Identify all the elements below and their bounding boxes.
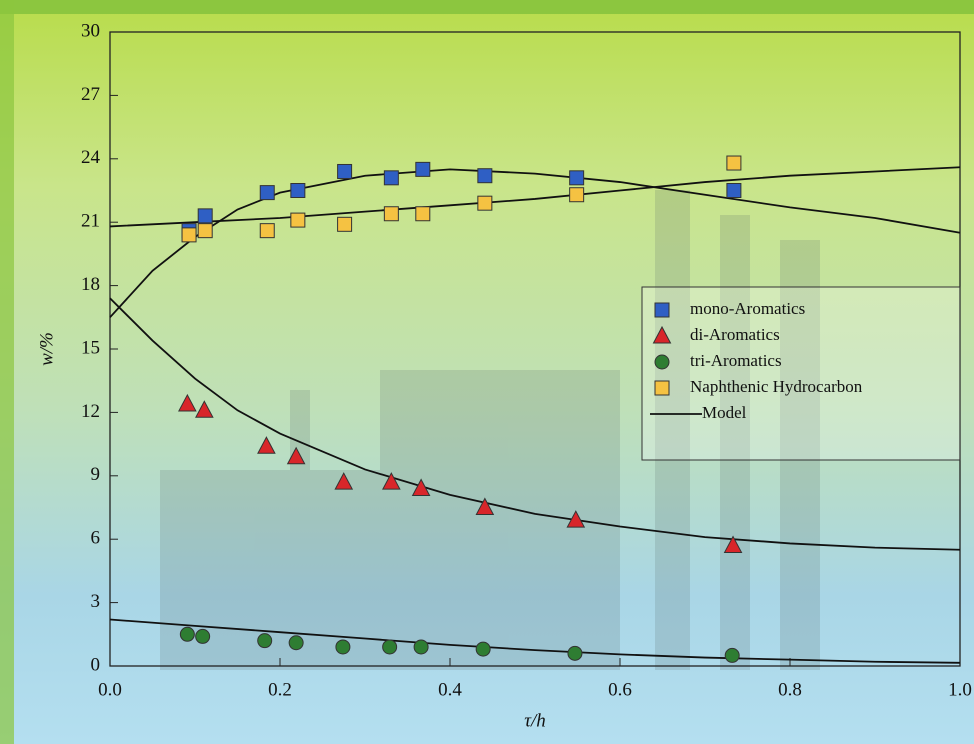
y-tick-label: 24 [81,147,101,168]
legend-label: Model [702,403,747,422]
marker-circle [336,640,350,654]
marker-square [182,228,196,242]
top-band [0,0,974,14]
y-tick-label: 21 [81,211,100,232]
marker-square [727,156,741,170]
marker-circle [289,636,303,650]
marker-square [260,186,274,200]
x-tick-label: 0.0 [98,679,122,700]
legend-label: Naphthenic Hydrocarbon [690,377,863,396]
marker-circle [258,634,272,648]
legend-marker [655,355,669,369]
x-tick-label: 0.6 [608,679,632,700]
legend-label: tri-Aromatics [690,351,782,370]
marker-circle [180,627,194,641]
y-tick-label: 9 [91,464,101,485]
y-axis-title: w/% [36,332,57,366]
y-tick-label: 0 [91,654,101,675]
marker-square [570,171,584,185]
marker-square [198,209,212,223]
x-tick-label: 0.4 [438,679,462,700]
chart: τ/h w/% 0 3 6 9 12 15 18 21 24 27 30 0.0 0.2 0.4 0.6 0.… [0,0,974,744]
marker-square [260,224,274,238]
left-band [0,0,14,744]
x-tick-label: 1.0 [948,679,972,700]
marker-triangle [196,401,213,417]
y-tick-label: 6 [91,528,101,549]
marker-square [338,217,352,231]
x-tick-label: 0.2 [268,679,292,700]
marker-square [727,184,741,198]
marker-square [384,171,398,185]
x-tick-label: 0.8 [778,679,802,700]
marker-circle [383,640,397,654]
model-curve [110,167,960,226]
marker-circle [196,629,210,643]
y-tick-label: 18 [81,274,100,295]
marker-circle [568,646,582,660]
marker-circle [414,640,428,654]
marker-square [338,164,352,178]
legend-label: mono-Aromatics [690,299,805,318]
marker-square [478,196,492,210]
marker-square [384,207,398,221]
marker-square [198,224,212,238]
y-tick-label: 30 [81,20,100,41]
marker-square [416,162,430,176]
legend-marker [655,381,669,395]
legend-marker [655,303,669,317]
marker-square [291,213,305,227]
marker-circle [476,642,490,656]
y-tick-label: 15 [81,337,100,358]
marker-circle [725,648,739,662]
marker-square [416,207,430,221]
marker-square [570,188,584,202]
y-tick-label: 27 [81,84,100,105]
y-tick-label: 12 [81,401,100,422]
marker-square [478,169,492,183]
y-tick-label: 3 [91,591,101,612]
marker-square [291,184,305,198]
marker-triangle [179,395,196,411]
marker-triangle [258,437,275,453]
legend-label: di-Aromatics [690,325,780,344]
x-axis-title: τ/h [524,710,546,731]
